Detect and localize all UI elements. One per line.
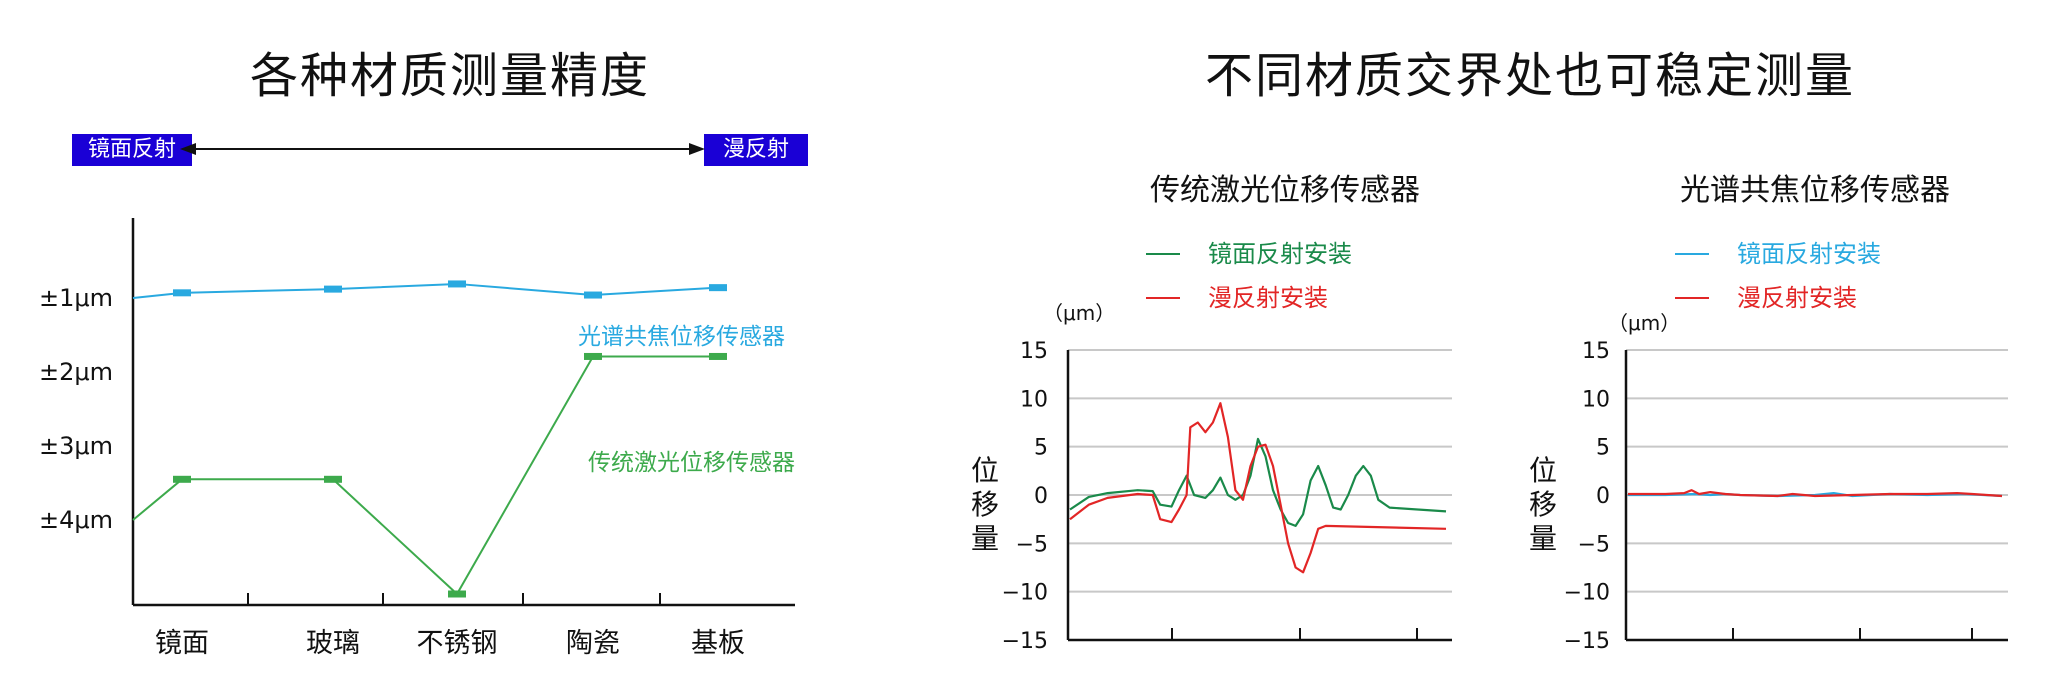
series-label: 光谱共焦位移传感器 [578, 324, 785, 350]
x-tick-label: 玻璃 [306, 628, 360, 659]
data-point-marker [709, 352, 727, 360]
x-tick-label: 不锈钢 [417, 628, 498, 659]
y-tick-label: ±4μm [39, 506, 113, 534]
y-tick-label: ±2μm [39, 358, 113, 386]
panel-subtitle: 传统激光位移传感器 [1150, 173, 1420, 208]
x-tick-label: 镜面 [155, 628, 209, 659]
y-tick-label: ±1μm [39, 284, 113, 312]
data-point-marker [584, 291, 602, 299]
y-axis-title-char: 量 [971, 522, 999, 555]
y-tick-label: 0 [1596, 484, 1610, 509]
y-tick-label: −15 [1564, 629, 1610, 654]
series-line [1628, 489, 2003, 498]
series-line [132, 282, 719, 299]
left-chart-title: 各种材质测量精度 [250, 48, 651, 104]
legend-label: 镜面反射安装 [1208, 240, 1352, 268]
y-tick-label: 0 [1034, 484, 1048, 509]
y-axis-title-char: 位 [1529, 454, 1557, 487]
y-tick-label: 15 [1582, 339, 1610, 364]
y-tick-label: 5 [1034, 436, 1048, 461]
series-label: 传统激光位移传感器 [588, 450, 795, 476]
double-arrow-icon [180, 143, 705, 155]
badge-specular: 镜面反射 [72, 134, 192, 166]
y-tick-label: 10 [1582, 387, 1610, 412]
data-point-marker [173, 475, 191, 483]
badge-diffuse: 漫反射 [704, 134, 808, 166]
y-tick-label: 15 [1020, 339, 1048, 364]
data-point-marker [448, 280, 466, 288]
unit-label: （μm） [1043, 301, 1115, 325]
legend-label: 镜面反射安装 [1737, 240, 1881, 268]
panel-subtitle: 光谱共焦位移传感器 [1680, 173, 1950, 208]
y-axis-title-char: 量 [1529, 522, 1557, 555]
data-point-marker [709, 284, 727, 292]
y-axis-title-char: 移 [1529, 488, 1557, 521]
series-line [1069, 402, 1447, 574]
legend-label: 漫反射安装 [1208, 284, 1328, 312]
y-tick-label: −5 [1016, 532, 1048, 557]
y-tick-label: −15 [1002, 629, 1048, 654]
y-axis-title-char: 移 [971, 488, 999, 521]
left-accuracy-chart: ±1μm ±2μm ±3μm ±4μm 镜面 玻璃 不锈钢 陶瓷 基板 光谱共焦位移传感器传统激光… [39, 218, 795, 659]
x-tick-label: 基板 [691, 628, 745, 659]
y-tick-label: −5 [1578, 532, 1610, 557]
data-point-marker [324, 475, 342, 483]
series-line [132, 355, 718, 596]
data-point-marker [584, 352, 602, 360]
y-tick-label: ±3μm [39, 432, 113, 460]
unit-label: （μm） [1608, 311, 1680, 335]
legend-label: 漫反射安装 [1737, 284, 1857, 312]
y-axis-title-char: 位 [971, 454, 999, 487]
y-tick-label: 5 [1596, 436, 1610, 461]
right-displacement-charts: 传统激光位移传感器镜面反射安装漫反射安装（μm）位移量151050−5−10−1… [971, 173, 2008, 654]
data-point-marker [324, 285, 342, 293]
y-tick-label: −10 [1564, 581, 1610, 606]
right-chart-title: 不同材质交界处也可稳定测量 [1205, 48, 1856, 104]
data-point-marker [173, 289, 191, 297]
data-point-marker [448, 590, 466, 598]
y-tick-label: −10 [1002, 581, 1048, 606]
y-tick-label: 10 [1020, 387, 1048, 412]
x-tick-label: 陶瓷 [566, 628, 620, 659]
series-line [1069, 437, 1447, 527]
